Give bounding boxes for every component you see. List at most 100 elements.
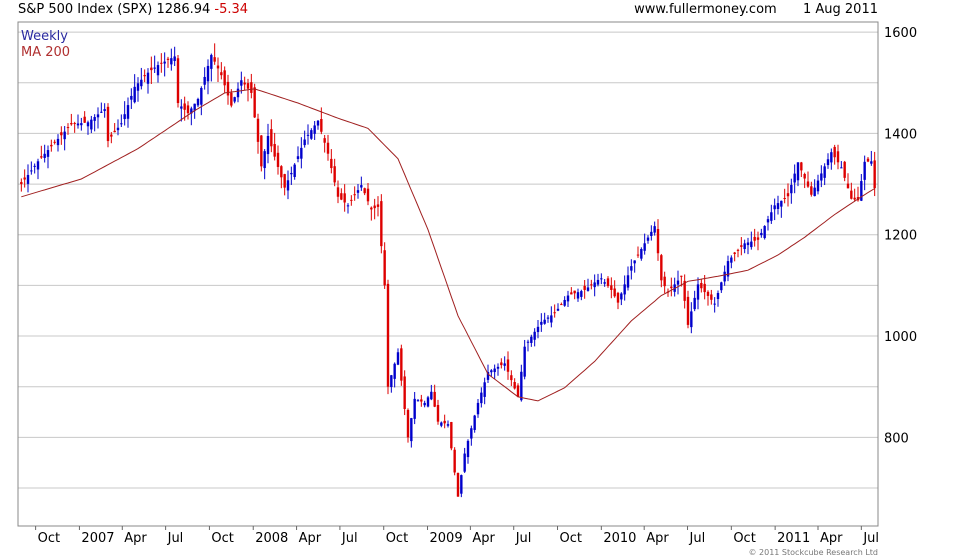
weekly-candle — [260, 135, 263, 172]
weekly-candle — [53, 139, 56, 145]
weekly-candle — [46, 145, 50, 169]
x-tick-label: Jul — [862, 531, 879, 546]
weekly-candle — [676, 270, 680, 295]
weekly-candle — [443, 414, 446, 429]
copyright: © 2011 Stockcube Research Ltd — [748, 548, 878, 557]
weekly-candle — [216, 57, 220, 83]
weekly-candle — [170, 48, 173, 71]
weekly-candle — [433, 384, 436, 408]
weekly-candle — [540, 313, 543, 332]
weekly-candle — [163, 52, 166, 77]
weekly-candle — [480, 387, 483, 408]
weekly-candle — [793, 164, 796, 194]
weekly-candle — [380, 194, 383, 254]
weekly-candle — [483, 377, 486, 405]
plot-frame — [17, 21, 879, 527]
weekly-candle — [50, 139, 53, 152]
weekly-candle — [126, 97, 130, 128]
x-tick-label: Oct — [38, 531, 60, 546]
weekly-candle — [543, 312, 546, 325]
weekly-candle — [616, 291, 620, 310]
weekly-candle — [553, 304, 556, 318]
weekly-candle — [363, 187, 366, 196]
chart-header: S&P 500 Index (SPX) 1286.94 -5.34 — [18, 2, 248, 17]
weekly-candle — [413, 391, 416, 425]
weekly-candle — [143, 69, 146, 83]
weekly-candle — [173, 46, 176, 67]
weekly-candle — [773, 198, 776, 221]
weekly-candle — [633, 260, 636, 273]
weekly-candle — [806, 171, 810, 188]
weekly-candle — [853, 188, 856, 202]
weekly-candle — [420, 394, 423, 407]
weekly-candle — [100, 102, 103, 114]
weekly-candle — [726, 255, 730, 282]
weekly-candle — [366, 182, 370, 206]
weekly-candle — [470, 425, 473, 446]
weekly-candle — [576, 288, 580, 302]
weekly-candle — [40, 145, 43, 159]
weekly-candle — [586, 278, 590, 292]
weekly-candle — [313, 121, 316, 140]
weekly-candle — [513, 378, 516, 390]
weekly-candle — [523, 339, 526, 380]
x-tick-label: Apr — [472, 531, 495, 546]
x-tick-label: Apr — [820, 531, 843, 546]
weekly-candle — [243, 76, 246, 91]
weekly-candle — [180, 99, 183, 122]
weekly-candle — [190, 106, 193, 126]
weekly-candle — [290, 166, 293, 185]
weekly-candle — [580, 289, 583, 301]
weekly-candle — [23, 169, 26, 188]
weekly-candle — [830, 148, 833, 170]
weekly-candle — [26, 164, 30, 193]
weekly-candle — [226, 74, 230, 105]
weekly-candle — [783, 188, 786, 204]
weekly-candle — [703, 274, 706, 300]
x-tick-label: Oct — [211, 531, 233, 546]
weekly-candle — [623, 275, 626, 301]
chart-date: 1 Aug 2011 — [802, 2, 878, 17]
x-tick-label: Jul — [341, 531, 358, 546]
legend-ma200: MA 200 — [21, 45, 70, 60]
weekly-candle — [673, 277, 676, 297]
weekly-candle — [573, 290, 576, 300]
weekly-candle — [350, 195, 353, 206]
weekly-candle — [83, 111, 86, 123]
weekly-candle — [803, 172, 806, 189]
weekly-candle — [233, 96, 236, 104]
weekly-candle — [146, 68, 150, 94]
weekly-candle — [646, 235, 650, 244]
weekly-candle — [336, 180, 340, 204]
source-url[interactable]: www.fullermoney.com — [634, 2, 777, 17]
weekly-candle — [636, 246, 640, 258]
weekly-candle — [496, 363, 500, 376]
weekly-candle — [753, 228, 756, 247]
weekly-candle — [446, 420, 450, 428]
weekly-candle — [456, 472, 460, 497]
weekly-candle — [686, 290, 690, 329]
weekly-candle — [656, 219, 660, 261]
x-tick-label: 2009 — [430, 531, 463, 546]
x-tick-label: Apr — [299, 531, 322, 546]
weekly-candle — [293, 163, 296, 180]
weekly-candle — [766, 215, 770, 231]
weekly-candle — [203, 67, 206, 90]
weekly-candle — [473, 414, 476, 433]
weekly-candle — [406, 408, 410, 443]
weekly-candle — [270, 119, 273, 153]
weekly-candle — [663, 271, 666, 294]
weekly-candle — [416, 399, 420, 402]
weekly-candle — [353, 186, 356, 201]
weekly-candle — [390, 374, 393, 393]
weekly-candle — [410, 417, 413, 448]
weekly-candle — [103, 103, 106, 118]
weekly-candle — [630, 259, 633, 280]
weekly-candle — [223, 66, 226, 93]
weekly-candle — [736, 248, 740, 258]
weekly-candle — [500, 358, 503, 369]
weekly-candle — [43, 144, 46, 163]
legend-weekly: Weekly — [21, 29, 68, 44]
x-tick-label: Oct — [733, 531, 755, 546]
